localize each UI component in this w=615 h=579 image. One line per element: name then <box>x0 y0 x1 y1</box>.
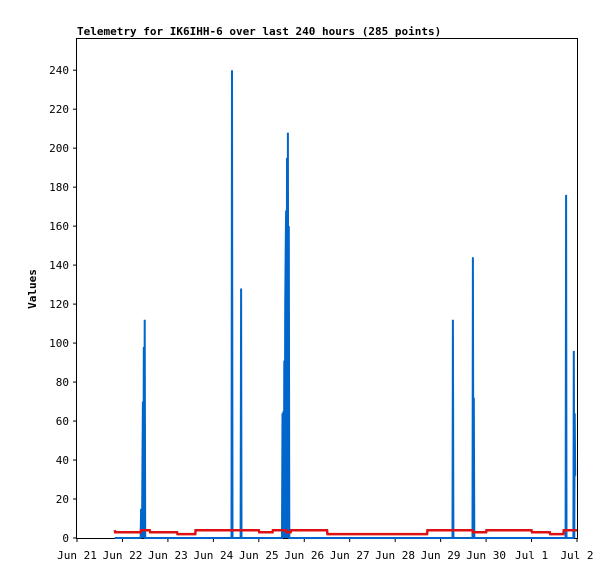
series-line-2 <box>113 528 577 536</box>
x-axis-ticks: Jun 21 Jun 22 Jun 23 Jun 24 Jun 25 Jun 26 Jun … <box>57 538 594 562</box>
x-tick-label: Jun 26 <box>284 549 324 562</box>
y-tick-label: 0 <box>62 532 69 545</box>
y-tick-label: 40 <box>56 454 69 467</box>
y-tick-label: 240 <box>49 64 69 77</box>
x-tick-label: Jun 23 <box>148 549 188 562</box>
y-tick-label: 60 <box>56 415 69 428</box>
x-tick-label: Jun 29 <box>421 549 461 562</box>
y-tick-label: 100 <box>49 337 69 350</box>
y-tick-label: 140 <box>49 259 69 272</box>
x-tick-label: Jun 30 <box>466 549 506 562</box>
series-line-1 <box>114 70 577 539</box>
y-tick-label: 20 <box>56 493 69 506</box>
y-tick-label: 160 <box>49 220 69 233</box>
y-axis-ticks: 0 20 40 60 80 100 120 140 160 180 200 220 240 <box>49 64 77 545</box>
series-layer <box>113 70 577 539</box>
y-tick-label: 120 <box>49 298 69 311</box>
y-axis-label: Values <box>26 269 39 309</box>
x-tick-label: Jun 25 <box>239 549 279 562</box>
y-tick-label: 80 <box>56 376 69 389</box>
y-tick-label: 200 <box>49 142 69 155</box>
chart-title: Telemetry for IK6IHH-6 over last 240 hou… <box>77 25 441 38</box>
x-tick-label: Jul 1 <box>515 549 548 562</box>
x-tick-label: Jun 24 <box>193 549 233 562</box>
x-tick-label: Jun 27 <box>330 549 370 562</box>
x-tick-label: Jun 22 <box>103 549 143 562</box>
y-tick-label: 220 <box>49 103 69 116</box>
x-tick-label: Jul 2 <box>560 549 593 562</box>
x-tick-label: Jun 21 <box>57 549 97 562</box>
x-tick-label: Jun 28 <box>375 549 415 562</box>
y-tick-label: 180 <box>49 181 69 194</box>
